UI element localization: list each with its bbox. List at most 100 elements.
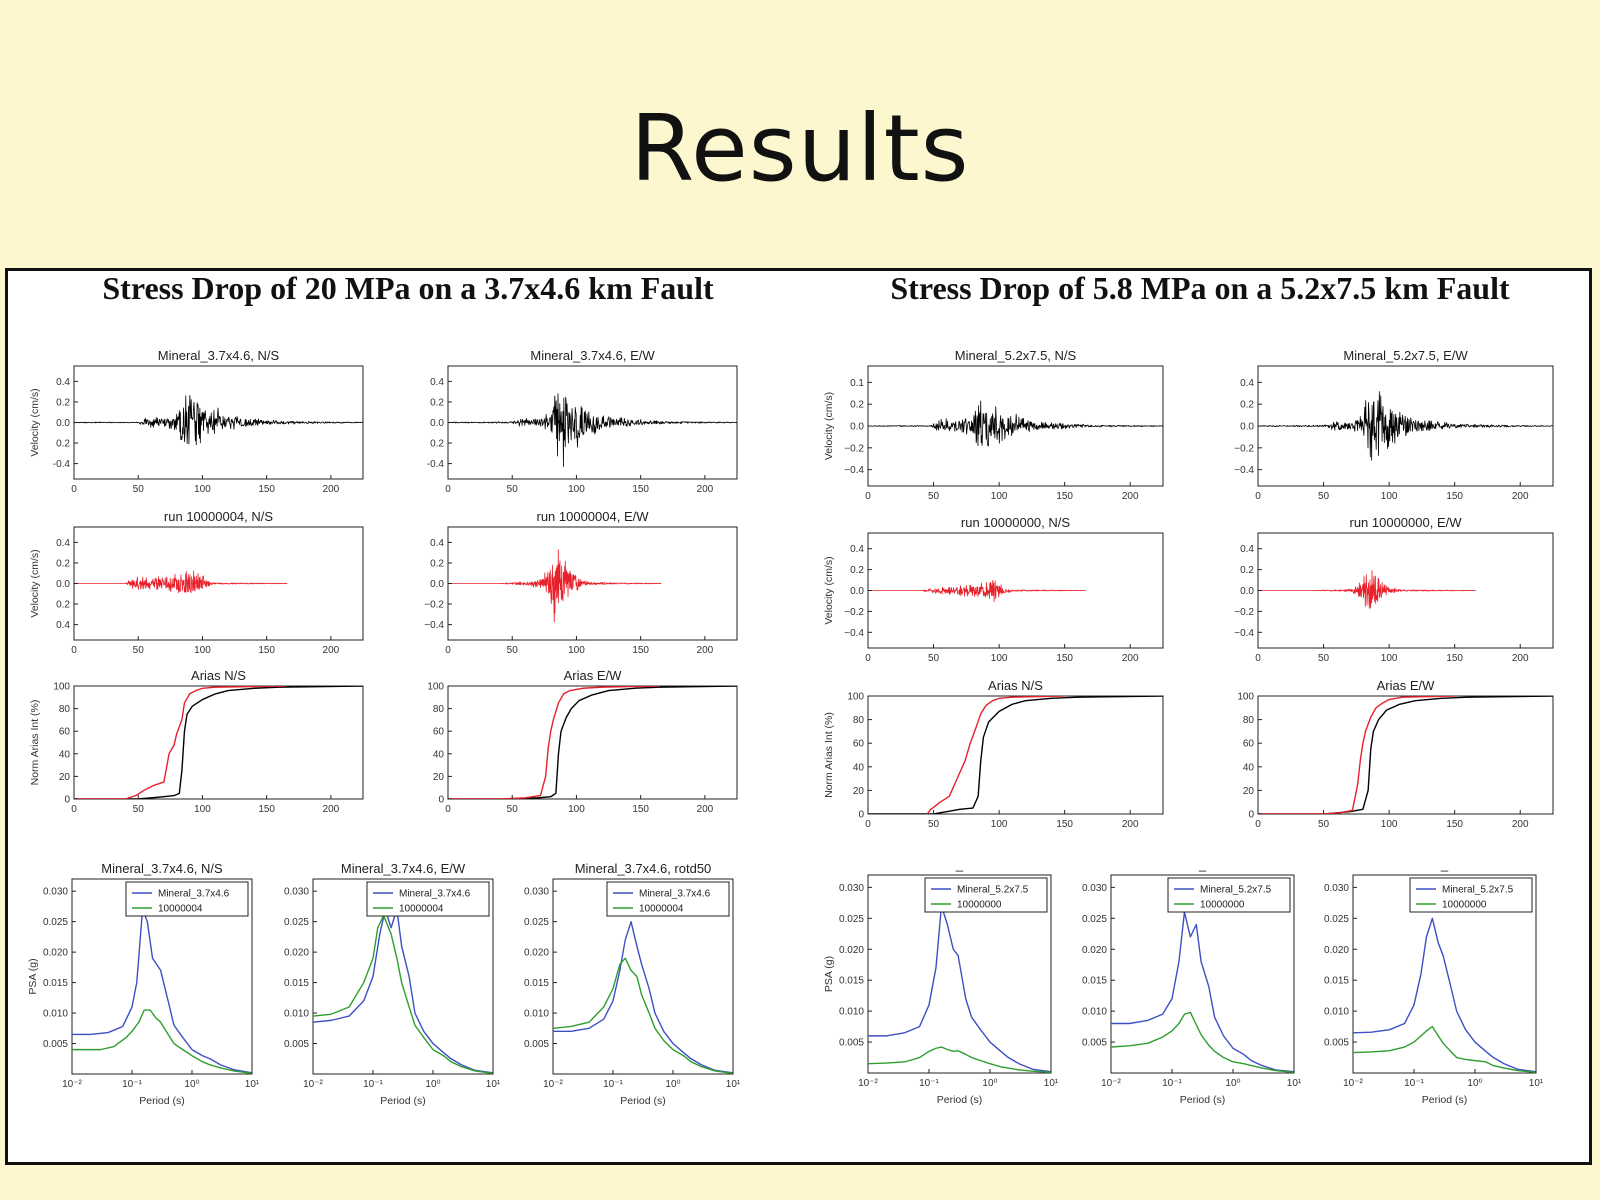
plot-frame — [447, 685, 738, 800]
y-tick-label: 0.005 — [839, 1038, 864, 1049]
x-tick-label: 50 — [133, 484, 145, 495]
x-tick-label: 0 — [1255, 819, 1261, 830]
x-tick-label: 200 — [1512, 653, 1529, 664]
y-tick-label: 0.030 — [1324, 883, 1349, 894]
y-tick-label: 0.0 — [1240, 586, 1254, 597]
series-0-line — [1258, 570, 1476, 609]
y-tick-label: 0.4 — [56, 377, 70, 388]
x-tick-label: 200 — [697, 484, 714, 495]
series-0-line — [1111, 911, 1294, 1073]
x-tick-label: 100 — [991, 491, 1008, 502]
y-tick-label: 0.020 — [284, 948, 309, 959]
legend-label: Mineral_3.7x4.6 — [639, 889, 711, 900]
x-tick-label: 150 — [1056, 819, 1073, 830]
legend: Mineral_5.2x7.5 10000000 — [924, 877, 1048, 913]
x-axis-label: Period (s) — [1422, 1094, 1468, 1106]
plot-data — [74, 686, 363, 799]
x-tick-label: 50 — [1318, 491, 1330, 502]
series-0-line — [868, 580, 1086, 603]
series-0-line — [72, 908, 252, 1074]
x-tick-label: 0 — [865, 491, 871, 502]
x-tick-label: 100 — [991, 653, 1008, 664]
y-tick-label: 40 — [433, 749, 445, 760]
y-tick-label: 0.015 — [1082, 976, 1107, 987]
y-tick-label: 0.0 — [850, 422, 864, 433]
y-tick-label: 0.025 — [524, 917, 549, 928]
y-tick-label: 0.010 — [839, 1007, 864, 1018]
y-tick-label: 80 — [59, 704, 71, 715]
figure-panel: Stress Drop of 20 MPa on a 3.7x4.6 km Fa… — [5, 268, 1592, 1165]
plot-title: Mineral_5.2x7.5, N/S — [955, 348, 1077, 363]
x-tick-label: 0 — [445, 484, 451, 495]
plot-data — [74, 395, 363, 446]
x-tick-label: 200 — [1512, 819, 1529, 830]
x-tick-label: 10¹ — [245, 1079, 260, 1090]
x-tick-label: 200 — [1122, 491, 1139, 502]
plot-title: Mineral_3.7x4.6, rotd50 — [575, 861, 712, 876]
slide-title: Results — [630, 95, 970, 202]
plot-data — [448, 393, 737, 468]
x-tick-label: 10⁰ — [982, 1078, 997, 1089]
y-tick-label: 0.015 — [839, 976, 864, 987]
series-1-line — [868, 1046, 1051, 1073]
x-axis-label: Period (s) — [139, 1095, 185, 1107]
x-tick-label: 150 — [1056, 653, 1073, 664]
x-tick-label: 0 — [445, 645, 451, 656]
series-0-line — [448, 686, 737, 799]
series-0-line — [448, 549, 662, 623]
plot-data — [868, 580, 1086, 603]
x-tick-label: 100 — [194, 804, 211, 815]
plot-frame — [552, 878, 734, 1075]
plot-title: _ — [1440, 857, 1449, 872]
y-tick-label: 80 — [433, 704, 445, 715]
y-tick-label: 100 — [427, 682, 444, 693]
x-tick-label: 200 — [1512, 491, 1529, 502]
plot-title: Mineral_3.7x4.6, N/S — [101, 861, 223, 876]
plot-data — [868, 905, 1051, 1073]
y-tick-label: -0.4 — [427, 459, 445, 470]
legend-box — [924, 877, 1048, 913]
plot-data — [1258, 570, 1476, 609]
x-tick-label: 200 — [697, 645, 714, 656]
chart-3-velocity-synthetic: run 10000004, E/W 0 50 100 150 200 0.4 0.2 0.0 −0… — [424, 509, 738, 656]
y-tick-label: 40 — [59, 749, 71, 760]
y-tick-label: 0.4 — [430, 538, 444, 549]
x-tick-label: 150 — [258, 804, 275, 815]
x-tick-label: 50 — [133, 804, 145, 815]
legend-box — [125, 881, 249, 917]
y-tick-label: 0.025 — [1082, 914, 1107, 925]
plot-title: Mineral_3.7x4.6, E/W — [530, 348, 655, 363]
legend-label: Mineral_5.2x7.5 — [1200, 885, 1272, 896]
plot-title: Arias N/S — [988, 678, 1043, 693]
series-0-line — [313, 908, 493, 1074]
series-1-line — [72, 1009, 252, 1074]
y-tick-label: 0.025 — [284, 917, 309, 928]
legend-label: 10000004 — [158, 904, 203, 915]
y-tick-label: 60 — [59, 727, 71, 738]
y-tick-label: 0 — [64, 795, 70, 806]
x-tick-label: 10⁻² — [303, 1079, 323, 1090]
chart-1-velocity-observed: Mineral_3.7x4.6, E/W 0 50 100 150 200 0.4 0.2 0.… — [427, 348, 738, 495]
y-tick-label: 0.005 — [284, 1039, 309, 1050]
right-heading: Stress Drop of 5.8 MPa on a 5.2x7.5 km F… — [890, 271, 1510, 306]
plot-data — [1258, 696, 1553, 814]
x-tick-label: 150 — [1446, 819, 1463, 830]
y-tick-label: 0.030 — [1082, 883, 1107, 894]
y-tick-label: 0.025 — [839, 914, 864, 925]
y-tick-label: 0.015 — [1324, 976, 1349, 987]
x-tick-label: 10⁰ — [184, 1079, 199, 1090]
y-tick-label: 0.0 — [430, 418, 444, 429]
series-0-line — [74, 395, 363, 446]
y-tick-label: 0.005 — [1324, 1038, 1349, 1049]
x-tick-label: 0 — [71, 645, 77, 656]
legend-box — [366, 881, 490, 917]
chart-9-velocity-synthetic: run 10000000, E/W 0 50 100 150 200 0.4 0.2 0.0 −0… — [1234, 515, 1554, 664]
y-tick-label: −0.2 — [844, 607, 864, 618]
x-tick-label: 200 — [323, 804, 340, 815]
x-tick-label: 10¹ — [486, 1079, 501, 1090]
series-1-line — [926, 696, 1065, 814]
legend: Mineral_3.7x4.6 10000004 — [125, 881, 249, 917]
series-1-line — [74, 686, 286, 799]
x-tick-label: 150 — [258, 645, 275, 656]
